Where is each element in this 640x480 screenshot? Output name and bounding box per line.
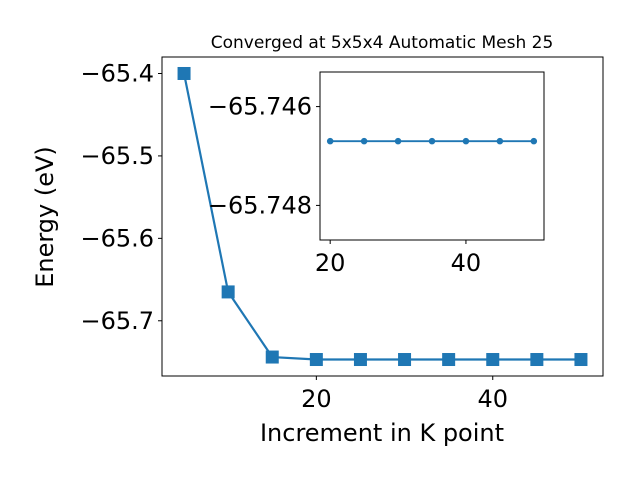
chart-title: Converged at 5x5x4 Automatic Mesh 25 <box>211 33 554 53</box>
inset-data-point <box>428 137 436 145</box>
main-series-line <box>182 73 581 361</box>
main-y-tick-label: −65.5 <box>80 142 154 170</box>
inset-y-tick-label: −65.746 <box>208 93 312 121</box>
inset-data-point <box>462 137 470 145</box>
main-x-tick-label: 40 <box>477 385 508 413</box>
inset-plot-area: 20 40 −65.748 −65.746 <box>208 71 545 277</box>
inset-data-point <box>326 137 334 145</box>
main-data-point <box>221 285 235 299</box>
main-data-point <box>398 353 412 367</box>
inset-background <box>320 72 544 240</box>
main-data-point <box>574 353 588 367</box>
inset-data-point <box>496 137 504 145</box>
main-data-point <box>309 353 323 367</box>
inset-y-tick-label: −65.748 <box>208 191 312 219</box>
main-y-tick-label: −65.7 <box>80 307 154 335</box>
main-axes-frame <box>161 56 604 377</box>
main-y-tick-label: −65.4 <box>80 59 154 87</box>
main-data-point <box>442 353 456 367</box>
main-data-point <box>265 350 279 364</box>
inset-x-tick-label: 40 <box>451 249 482 277</box>
main-x-tick-label: 20 <box>301 385 332 413</box>
inset-axes-frame <box>319 71 545 241</box>
main-data-point <box>530 353 544 367</box>
main-data-point <box>486 353 500 367</box>
inset-data-point <box>394 137 402 145</box>
main-plot-area: 20 40 −65.4 −65.5 −65.6 −65.7 <box>80 59 588 413</box>
main-y-tick-label: −65.6 <box>80 224 154 252</box>
x-axis-label: Increment in K point <box>260 419 504 447</box>
inset-data-point <box>360 137 368 145</box>
main-data-point <box>353 353 367 367</box>
inset-data-point <box>530 137 538 145</box>
main-data-point <box>177 66 191 80</box>
y-axis-label: Energy (eV) <box>31 146 59 288</box>
inset-x-tick-label: 20 <box>315 249 346 277</box>
